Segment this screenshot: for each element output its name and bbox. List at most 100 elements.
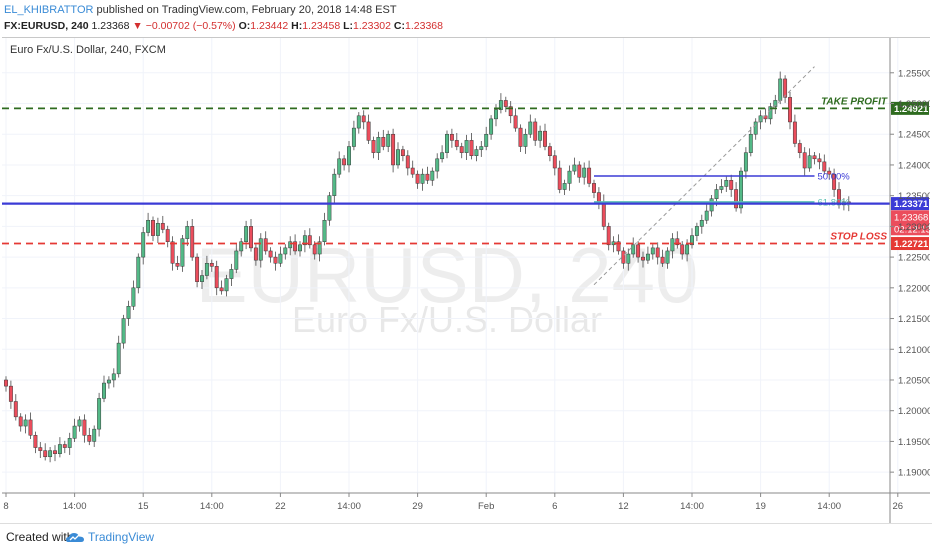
candle-body: [229, 269, 234, 279]
candle-body: [724, 180, 729, 187]
candle-body: [773, 100, 778, 107]
price-tick-label: 1.23000: [898, 222, 930, 233]
candle: [106, 376, 111, 389]
candle-body: [376, 137, 381, 153]
countdown-label: 02:12:13: [894, 224, 930, 235]
candle-body: [72, 425, 77, 439]
candle: [342, 155, 347, 171]
candle: [543, 123, 547, 151]
candle-body: [596, 192, 601, 203]
candle-body: [415, 173, 420, 184]
candle-body: [175, 262, 180, 267]
take-profit-label: TAKE PROFIT: [821, 96, 888, 107]
candle-body: [650, 247, 655, 255]
tradingview-cloud-icon: [66, 533, 84, 542]
candle: [616, 234, 621, 255]
candle: [489, 115, 494, 140]
price-tick-label: 1.24000: [898, 160, 930, 171]
candle: [204, 255, 209, 280]
chart-area[interactable]: EURUSD, 240 Euro Fx/U.S. Dollar 50.00%61…: [2, 37, 932, 524]
candle: [788, 91, 792, 130]
candlestick-chart[interactable]: EURUSD, 240 Euro Fx/U.S. Dollar 50.00%61…: [2, 38, 932, 524]
current-price-tag: [891, 210, 929, 236]
candle: [753, 118, 758, 140]
candle: [680, 241, 685, 260]
candle: [704, 203, 709, 224]
candle: [503, 96, 508, 113]
candle-body: [400, 149, 405, 156]
candle: [371, 136, 376, 159]
candle-body: [33, 435, 38, 448]
candle: [817, 153, 822, 170]
candle-body: [479, 146, 484, 150]
support-price-tag: [891, 197, 929, 211]
candle-body: [4, 379, 8, 387]
candle: [405, 150, 410, 176]
author-link[interactable]: EL_KHIBRATTOR: [4, 4, 94, 16]
grid: [2, 38, 899, 493]
candle-body: [121, 318, 126, 344]
publish-line: EL_KHIBRATTOR published on TradingView.c…: [4, 2, 397, 18]
candle: [729, 174, 734, 197]
candle: [719, 179, 724, 194]
candle-body: [425, 173, 430, 181]
current-price-label: 1.23368: [894, 212, 928, 223]
candle: [660, 249, 665, 267]
candle: [645, 246, 650, 264]
candle-body: [454, 140, 459, 147]
candle: [435, 153, 440, 179]
candle-body: [317, 241, 322, 255]
candle-body: [743, 152, 748, 172]
symbol-label: FX:EURUSD, 240: [4, 20, 89, 32]
candle-body: [827, 170, 832, 175]
candle-body: [82, 419, 87, 436]
candle: [386, 130, 391, 153]
candle-body: [160, 223, 165, 230]
candle: [82, 414, 87, 443]
candle: [268, 247, 273, 263]
candle-body: [322, 219, 327, 242]
candle-body: [709, 198, 714, 212]
candle: [263, 231, 268, 255]
stop-loss-price-tag-label: 1.22721: [894, 239, 929, 250]
candle-body: [239, 241, 244, 252]
candle-body: [53, 450, 57, 454]
candle: [180, 234, 185, 272]
candle: [474, 145, 479, 162]
candle: [8, 380, 13, 409]
candle-body: [523, 133, 528, 147]
candle: [415, 170, 420, 189]
candle: [665, 247, 670, 269]
candle-body: [57, 444, 62, 454]
candle-body: [489, 118, 494, 135]
candle: [67, 432, 72, 455]
candle: [601, 194, 606, 231]
candle-body: [97, 398, 102, 430]
candle-body: [601, 201, 606, 227]
time-tick-label: 29: [412, 501, 423, 512]
price-tick-label: 1.25000: [898, 99, 930, 110]
footer: Created with TradingView: [0, 523, 932, 551]
candle-body: [739, 170, 743, 209]
candle-body: [533, 121, 538, 141]
candle-body: [386, 133, 391, 147]
candle-body: [38, 447, 43, 451]
candle: [562, 179, 567, 196]
time-tick-label: 14:00: [680, 501, 704, 512]
candle: [445, 130, 449, 159]
tradingview-brand-link[interactable]: TradingView: [88, 530, 155, 544]
time-tick-label: 15: [138, 501, 149, 512]
candle: [239, 238, 244, 257]
candle: [141, 226, 146, 265]
candle-body: [606, 226, 611, 246]
stop-loss-price-tag: [891, 237, 929, 251]
candle: [136, 253, 141, 294]
candle: [361, 110, 366, 130]
candle-body: [440, 152, 445, 160]
candle-body: [8, 385, 13, 402]
candle-body: [13, 401, 18, 418]
candle-body: [420, 173, 425, 184]
candle-body: [748, 133, 753, 153]
candle: [454, 132, 459, 151]
candle-body: [356, 115, 361, 129]
